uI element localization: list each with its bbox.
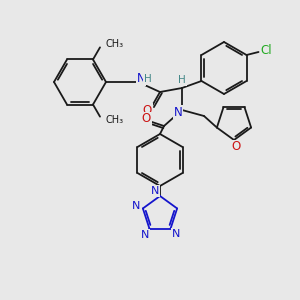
Text: O: O [141,112,151,125]
Text: N: N [151,186,159,196]
Text: N: N [136,73,146,85]
Text: O: O [142,103,152,116]
Text: H: H [178,75,186,85]
Text: CH₃: CH₃ [105,115,123,124]
Text: CH₃: CH₃ [105,39,123,50]
Text: H: H [144,74,152,84]
Text: N: N [171,229,180,238]
Text: Cl: Cl [261,44,272,58]
Text: N: N [141,230,150,240]
Text: N: N [174,106,182,118]
Text: N: N [132,201,140,212]
Text: O: O [231,140,241,154]
